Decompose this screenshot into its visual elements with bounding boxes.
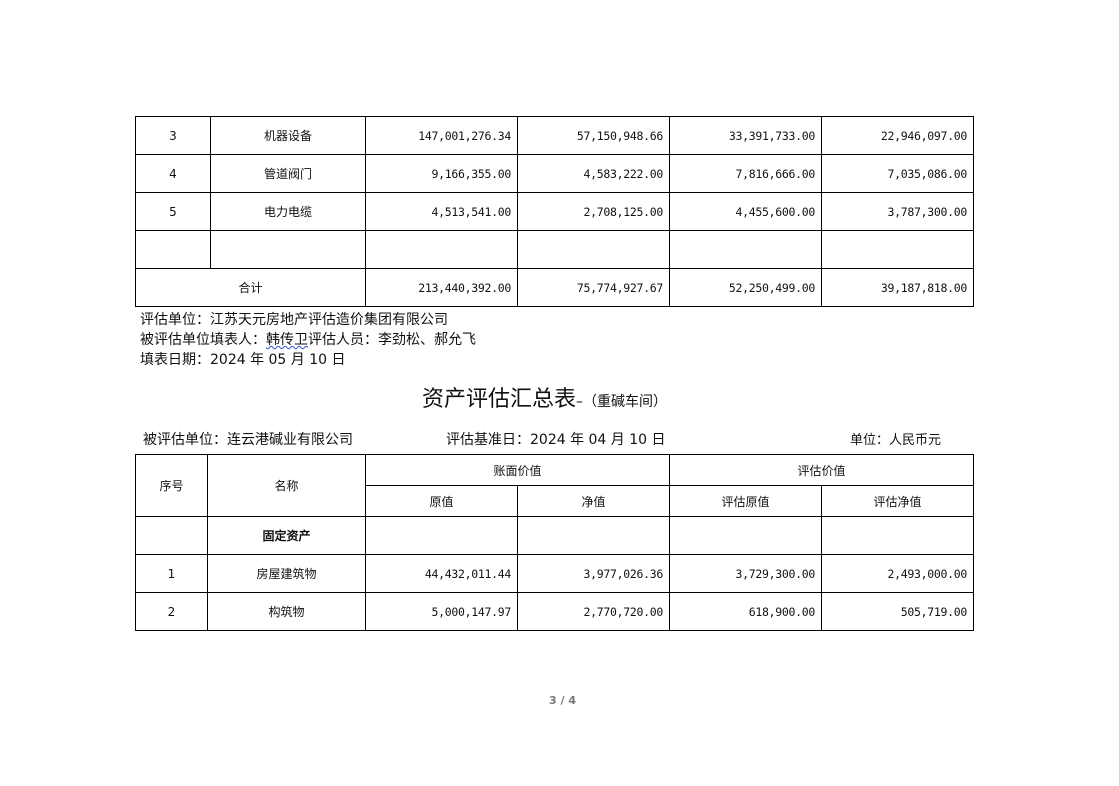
header-eval-value: 评估价值: [669, 454, 975, 486]
cell-book-net: [517, 230, 670, 269]
table-row: 2 构筑物 5,000,147.97 2,770,720.00 618,900.00 50…: [135, 592, 975, 631]
cell-eval-net: 505,719.00: [821, 592, 975, 631]
page-title: 资产评估汇总表–（重碱车间）: [422, 381, 667, 413]
cell-no: 5: [135, 192, 211, 231]
table-row: [135, 230, 974, 269]
cell-book-orig: [365, 516, 518, 555]
header-eval-orig: 评估原值: [669, 485, 823, 517]
eval-unit: 评估单位：江苏天元房地产评估造价集团有限公司: [140, 312, 448, 328]
fill-date: 填表日期：2024 年 05 月 10 日: [140, 352, 346, 368]
total-eval-orig: 52,250,499.00: [669, 268, 822, 307]
header-name: 名称: [207, 454, 366, 517]
cell-eval-net: 3,787,300.00: [821, 192, 974, 231]
cell-book-orig: 9,166,355.00: [365, 154, 518, 193]
total-book-net: 75,774,927.67: [517, 268, 670, 307]
summary-table-continued: 3 机器设备 147,001,276.34 57,150,948.66 33,391,7…: [135, 116, 974, 307]
cell-eval-net: 22,946,097.00: [821, 116, 974, 155]
header-book-value: 账面价值: [364, 454, 671, 486]
cell-book-orig: 147,001,276.34: [365, 116, 518, 155]
cell-eval-orig: 4,455,600.00: [669, 192, 822, 231]
cell-eval-orig: 618,900.00: [669, 592, 823, 631]
cell-eval-net: [821, 230, 974, 269]
cell-name: 固定资产: [207, 516, 366, 555]
table-row: 4 管道阀门 9,166,355.00 4,583,222.00 7,816,666.0…: [135, 154, 974, 193]
cell-name: 管道阀门: [210, 154, 366, 193]
cell-book-net: 3,977,026.36: [516, 554, 671, 593]
cell-book-net: 2,708,125.00: [517, 192, 670, 231]
cell-name: 构筑物: [207, 592, 366, 631]
page-number: 3 / 4: [549, 694, 576, 707]
cell-no: [135, 516, 208, 555]
summary-table: 序号 名称 账面价值 评估价值 原值 净值 评估原值 评估净值 固定资产 1 房屋建…: [135, 454, 975, 631]
cell-eval-net: 7,035,086.00: [821, 154, 974, 193]
filler-prefix: 被评估单位填表人：: [140, 332, 266, 348]
total-book-orig: 213,440,392.00: [365, 268, 518, 307]
header-row-2: 原值 净值 评估原值 评估净值: [136, 485, 975, 517]
cell-eval-net: [821, 516, 975, 555]
cell-book-net: 57,150,948.66: [517, 116, 670, 155]
cell-name: [210, 230, 366, 269]
cell-eval-net: 2,493,000.00: [821, 554, 975, 593]
cell-no: [135, 230, 211, 269]
cell-eval-orig: 3,729,300.00: [669, 554, 823, 593]
table-row: 1 房屋建筑物 44,432,011.44 3,977,026.36 3,729,300…: [135, 554, 975, 593]
cell-name: 房屋建筑物: [207, 554, 366, 593]
filler-line: 被评估单位填表人：韩传卫评估人员：李劲松、郝允飞: [140, 329, 476, 349]
cell-eval-orig: [669, 516, 823, 555]
base-date: 评估基准日：2024 年 04 月 10 日: [446, 432, 666, 448]
filler-name: 韩传卫: [266, 332, 308, 348]
cell-name: 机器设备: [210, 116, 366, 155]
total-eval-net: 39,187,818.00: [821, 268, 974, 307]
cell-book-orig: 44,432,011.44: [365, 554, 518, 593]
currency-unit: 单位：人民币元: [850, 433, 942, 448]
table-row: 5 电力电缆 4,513,541.00 2,708,125.00 4,455,600.0…: [135, 192, 974, 231]
cell-book-net: [516, 516, 671, 555]
cell-book-orig: 4,513,541.00: [365, 192, 518, 231]
total-label: 合计: [135, 268, 366, 307]
cell-eval-orig: 33,391,733.00: [669, 116, 822, 155]
evaluators: 评估人员：李劲松、郝允飞: [308, 332, 476, 348]
title-main: 资产评估汇总表: [422, 387, 577, 412]
header-row-1: 序号 名称 账面价值 评估价值: [135, 454, 975, 517]
header-book-orig: 原值: [365, 485, 518, 517]
cell-book-net: 4,583,222.00: [517, 154, 670, 193]
cell-name: 电力电缆: [210, 192, 366, 231]
header-no: 序号: [135, 454, 208, 517]
cell-no: 4: [135, 154, 211, 193]
cell-no: 1: [135, 554, 208, 593]
cell-eval-orig: 7,816,666.00: [669, 154, 822, 193]
cell-book-orig: [365, 230, 518, 269]
title-sub: –（重碱车间）: [576, 394, 668, 410]
cell-book-orig: 5,000,147.97: [365, 592, 518, 631]
header-eval-net: 评估净值: [821, 485, 975, 517]
cell-eval-orig: [669, 230, 822, 269]
total-row: 合计 213,440,392.00 75,774,927.67 52,250,4…: [135, 268, 974, 307]
table-row: 3 机器设备 147,001,276.34 57,150,948.66 33,391,7…: [135, 116, 974, 155]
table-row: 固定资产: [135, 516, 975, 555]
evaluated-unit: 被评估单位：连云港碱业有限公司: [143, 432, 353, 448]
cell-book-net: 2,770,720.00: [516, 592, 671, 631]
cell-no: 3: [135, 116, 211, 155]
header-book-net: 净值: [516, 485, 671, 517]
cell-no: 2: [135, 592, 208, 631]
